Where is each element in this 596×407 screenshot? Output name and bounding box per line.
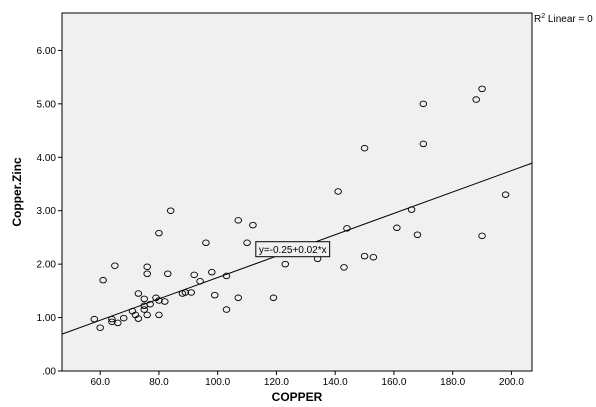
data-point: [96, 324, 104, 331]
y-axis-ticks: .00 1.00 2.00 3.00 4.00 5.00 6.00: [37, 46, 62, 378]
r2-legend-prefix: R: [534, 14, 541, 25]
data-point: [501, 191, 510, 198]
data-point: [155, 229, 163, 237]
data-point: [343, 225, 351, 232]
data-point: [134, 290, 143, 297]
data-point: [419, 100, 428, 108]
data-point: [161, 298, 169, 305]
data-point: [413, 231, 422, 238]
x-tick-label: 200.0: [499, 377, 524, 388]
data-point: [140, 306, 148, 313]
x-tick-label: 120.0: [264, 377, 289, 388]
data-point: [166, 207, 175, 214]
data-point: [143, 311, 151, 319]
data-point: [369, 253, 378, 261]
data-point: [407, 206, 416, 213]
data-point: [208, 268, 216, 276]
x-axis-ticks: 60.0 80.0 100.0 120.0 140.0 160.0 180.0 200.0: [90, 371, 524, 388]
data-point: [155, 297, 163, 304]
scatter-points: [90, 85, 510, 331]
x-axis-title: COPPER: [272, 390, 323, 404]
data-point: [222, 306, 231, 313]
data-point: [234, 217, 242, 224]
r2-legend-superscript: 2: [541, 13, 545, 20]
y-tick-label: 6.00: [37, 46, 57, 57]
x-tick-label: 140.0: [323, 377, 348, 388]
data-point: [99, 276, 107, 284]
x-tick-label: 160.0: [381, 377, 406, 388]
data-point: [90, 315, 99, 323]
fit-equation-group: y=-0.25+0.02*x: [255, 241, 331, 258]
data-point: [478, 232, 486, 240]
data-point: [202, 239, 210, 247]
data-point: [340, 264, 348, 271]
data-point: [196, 277, 204, 285]
y-tick-label: 4.00: [37, 153, 57, 164]
data-point: [243, 239, 251, 247]
data-point: [146, 300, 154, 308]
data-point: [210, 291, 219, 299]
data-point: [163, 270, 172, 278]
data-point: [419, 140, 428, 148]
data-point: [181, 289, 190, 296]
data-point: [334, 188, 342, 195]
fit-equation-box: [255, 241, 331, 258]
data-point: [249, 221, 257, 229]
data-point: [108, 315, 116, 323]
data-point: [111, 262, 119, 269]
data-point: [281, 260, 290, 268]
data-point: [269, 294, 278, 302]
data-point: [234, 294, 242, 302]
plot-area: [61, 12, 533, 372]
data-point: [108, 318, 116, 326]
x-tick-label: 80.0: [149, 377, 169, 388]
y-tick-label: 1.00: [37, 313, 57, 324]
y-tick-label: 3.00: [37, 206, 57, 217]
data-point: [187, 289, 195, 296]
data-point: [190, 271, 198, 279]
fit-equation-label: y=-0.25+0.02*x: [259, 245, 327, 256]
data-point: [114, 319, 122, 327]
data-point: [140, 295, 148, 303]
data-point: [472, 96, 480, 103]
data-point: [134, 315, 143, 322]
x-tick-label: 100.0: [205, 377, 230, 388]
y-tick-label: 2.00: [37, 260, 57, 271]
x-tick-label: 60.0: [90, 377, 110, 388]
data-point: [360, 144, 369, 152]
data-point: [119, 314, 128, 322]
r2-legend: R2 Linear = 0: [534, 13, 593, 25]
data-point: [393, 224, 401, 232]
y-tick-label: .00: [42, 367, 56, 378]
x-tick-label: 180.0: [440, 377, 465, 388]
data-point: [143, 270, 151, 278]
data-point: [155, 311, 163, 319]
y-axis-title: Copper.Zinc: [10, 157, 24, 227]
data-point: [143, 263, 151, 271]
y-tick-label: 5.00: [37, 99, 57, 110]
r2-legend-suffix: Linear = 0: [545, 14, 593, 25]
data-point: [360, 252, 369, 260]
data-point: [478, 85, 486, 93]
data-point: [222, 272, 231, 280]
